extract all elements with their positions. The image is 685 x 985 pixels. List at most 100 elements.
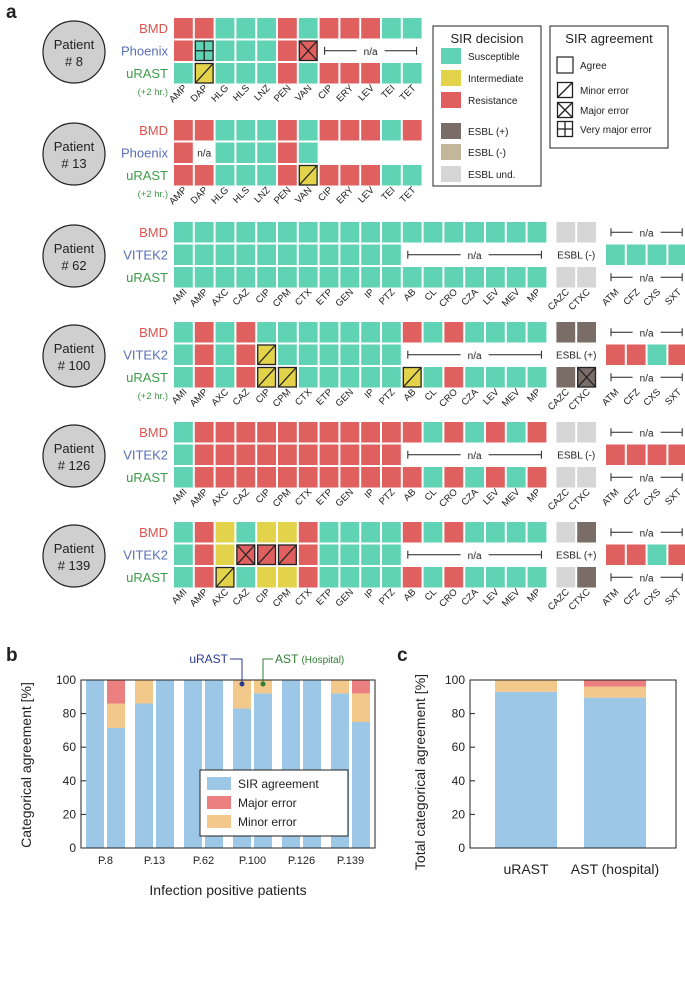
bar-segment (135, 680, 153, 704)
drug-label: AMI (170, 287, 190, 307)
result-cell (278, 444, 297, 465)
error-diagonal (278, 367, 297, 387)
result-cell (257, 142, 276, 163)
patient-number: # 13 (61, 156, 86, 171)
legend-item: Minor error (238, 815, 297, 829)
result-cell (236, 567, 256, 588)
esbl-cell (556, 567, 576, 588)
drug-label: AB (402, 487, 419, 504)
drug-label: CRO (437, 587, 460, 610)
result-cell (506, 267, 526, 288)
result-cell (444, 367, 464, 388)
drug-label: CPM (271, 387, 294, 410)
bar-segment (107, 727, 125, 848)
result-cell (361, 567, 380, 588)
na-label: n/a (640, 528, 654, 539)
result-cell (298, 422, 318, 443)
drug-label: CTX (293, 286, 315, 308)
drug-label: CIP (316, 185, 335, 204)
result-cell (340, 18, 360, 39)
result-cell (215, 120, 235, 141)
result-cell (382, 422, 401, 443)
method-label: VITEK2 (123, 548, 168, 563)
drug-label: VAN (293, 83, 314, 104)
result-cell (298, 367, 318, 388)
annotation-line (262, 658, 273, 684)
drug-label: AXC (210, 287, 232, 309)
result-cell (215, 222, 235, 243)
legend-item: Agree (580, 61, 607, 72)
drug-label: AMI (170, 587, 190, 607)
result-cell (298, 544, 318, 565)
result-cell (194, 165, 214, 186)
minor-error-mark (402, 366, 422, 388)
drug-label: CIP (254, 387, 273, 406)
result-cell (215, 244, 235, 265)
result-cell (465, 467, 484, 488)
error-diagonal (257, 367, 276, 387)
na-label: n/a (640, 373, 654, 384)
drug-label: AMP (167, 83, 189, 105)
result-cell (361, 422, 380, 443)
result-cell (340, 444, 360, 465)
drug-label: SXT (663, 587, 684, 608)
result-cell (402, 120, 422, 141)
esbl-label: ESBL (-) (557, 451, 595, 462)
drug-label: CTXC (567, 387, 593, 413)
method-label: uRAST (126, 370, 168, 385)
legend-item: Resistance (468, 96, 518, 107)
result-cell (174, 165, 193, 186)
annotation-dot (239, 681, 245, 687)
result-cell (444, 422, 464, 443)
extra-cell (606, 344, 625, 365)
x-tick-label: P.8 (98, 855, 113, 867)
drug-label: LNZ (252, 185, 273, 206)
drug-label: AMI (170, 387, 190, 407)
result-cell (236, 165, 256, 186)
result-cell (486, 522, 505, 543)
method-label: uRAST (126, 270, 168, 285)
patient-circle (42, 424, 106, 488)
drug-label: ETP (314, 287, 335, 308)
result-cell (402, 18, 422, 39)
result-cell (215, 544, 235, 565)
result-cell (278, 222, 297, 243)
result-cell (298, 142, 318, 163)
result-cell (382, 244, 401, 265)
result-cell (486, 567, 505, 588)
drug-label: AMP (188, 587, 210, 609)
result-cell (382, 222, 401, 243)
legend-title: SIR agreement (565, 31, 653, 46)
method-label: BMD (139, 21, 168, 36)
result-cell (340, 244, 360, 265)
drug-label: DAP (189, 83, 211, 105)
drug-label: AMP (188, 487, 210, 509)
bar-segment (156, 680, 174, 848)
y-tick-label: 20 (452, 807, 466, 821)
extra-cell (626, 344, 646, 365)
result-cell (382, 18, 401, 39)
y-tick-label: 0 (458, 841, 465, 855)
drug-label: HLS (231, 83, 252, 104)
result-cell (361, 322, 380, 343)
legend-swatch (441, 92, 461, 108)
patient-block: Patient # 13 BMD Phoenix n/a uRAST (+2 hr.) AMP… (42, 120, 422, 207)
drug-label: GEN (334, 487, 356, 509)
drug-label: TEI (379, 185, 397, 203)
legend-title: SIR decision (451, 31, 524, 46)
result-cell (382, 567, 401, 588)
drug-label: CTX (293, 586, 315, 608)
legend-item: Very major error (580, 125, 652, 136)
result-cell (215, 467, 235, 488)
result-cell (423, 367, 443, 388)
result-cell (444, 222, 464, 243)
result-cell (382, 165, 401, 186)
patient-circle (42, 20, 106, 84)
bar-segment (584, 697, 646, 848)
result-cell (174, 244, 193, 265)
result-cell (319, 422, 339, 443)
result-cell (194, 522, 214, 543)
result-cell (382, 522, 401, 543)
result-cell (194, 244, 214, 265)
esbl-cell (577, 567, 596, 588)
